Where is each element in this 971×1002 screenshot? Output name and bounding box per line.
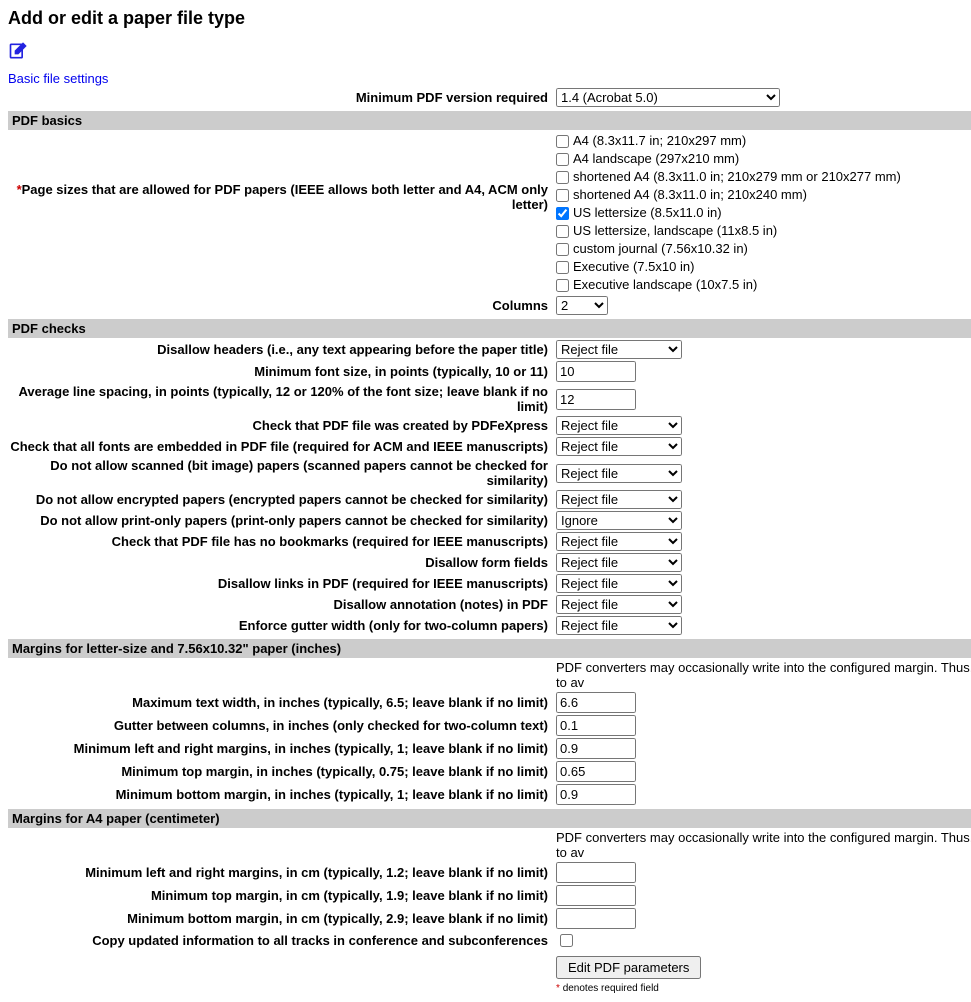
label-disallow-annot: Disallow annotation (notes) in PDF bbox=[8, 597, 556, 612]
basic-file-settings-link[interactable]: Basic file settings bbox=[8, 71, 108, 86]
label-min-lr-in: Minimum left and right margins, in inche… bbox=[8, 741, 556, 756]
page-size-checkbox[interactable] bbox=[556, 135, 569, 148]
disallow-links-select[interactable]: Reject file bbox=[556, 574, 682, 593]
page-size-label: A4 landscape (297x210 mm) bbox=[573, 150, 739, 168]
min-bot-in-input[interactable] bbox=[556, 784, 636, 805]
page-title: Add or edit a paper file type bbox=[8, 8, 971, 29]
gutter-cols-input[interactable] bbox=[556, 715, 636, 736]
pdf-margin-note-2: PDF converters may occasionally write in… bbox=[556, 830, 971, 860]
pdf-margin-note-1: PDF converters may occasionally write in… bbox=[556, 660, 971, 690]
disallow-headers-select[interactable]: Reject file bbox=[556, 340, 682, 359]
label-min-font: Minimum font size, in points (typically,… bbox=[8, 364, 556, 379]
label-disallow-headers: Disallow headers (i.e., any text appeari… bbox=[8, 342, 556, 357]
label-min-bot-in: Minimum bottom margin, in inches (typica… bbox=[8, 787, 556, 802]
section-margins-letter: Margins for letter-size and 7.56x10.32" … bbox=[8, 639, 971, 658]
label-min-bot-cm: Minimum bottom margin, in cm (typically,… bbox=[8, 911, 556, 926]
page-size-checkbox[interactable] bbox=[556, 171, 569, 184]
pdfexpress-select[interactable]: Reject file bbox=[556, 416, 682, 435]
label-columns: Columns bbox=[8, 298, 556, 313]
page-size-label: US lettersize, landscape (11x8.5 in) bbox=[573, 222, 777, 240]
label-gutter-width: Enforce gutter width (only for two-colum… bbox=[8, 618, 556, 633]
label-disallow-links: Disallow links in PDF (required for IEEE… bbox=[8, 576, 556, 591]
page-size-label: A4 (8.3x11.7 in; 210x297 mm) bbox=[573, 132, 746, 150]
min-top-in-input[interactable] bbox=[556, 761, 636, 782]
label-page-sizes: *Page sizes that are allowed for PDF pap… bbox=[8, 132, 556, 212]
page-size-label: shortened A4 (8.3x11.0 in; 210x279 mm or… bbox=[573, 168, 901, 186]
line-spacing-input[interactable] bbox=[556, 389, 636, 410]
label-disallow-forms: Disallow form fields bbox=[8, 555, 556, 570]
label-max-text-width: Maximum text width, in inches (typically… bbox=[8, 695, 556, 710]
min-font-input[interactable] bbox=[556, 361, 636, 382]
label-embedded-fonts: Check that all fonts are embedded in PDF… bbox=[8, 439, 556, 454]
disallow-forms-select[interactable]: Reject file bbox=[556, 553, 682, 572]
page-size-checkbox[interactable] bbox=[556, 261, 569, 274]
page-sizes-list: A4 (8.3x11.7 in; 210x297 mm)A4 landscape… bbox=[556, 132, 971, 294]
min-lr-in-input[interactable] bbox=[556, 738, 636, 759]
no-scanned-select[interactable]: Reject file bbox=[556, 464, 682, 483]
page-size-checkbox[interactable] bbox=[556, 279, 569, 292]
max-text-width-input[interactable] bbox=[556, 692, 636, 713]
copy-tracks-checkbox[interactable] bbox=[560, 934, 573, 947]
no-printonly-select[interactable]: Ignore bbox=[556, 511, 682, 530]
label-no-printonly: Do not allow print-only papers (print-on… bbox=[8, 513, 556, 528]
min-bot-cm-input[interactable] bbox=[556, 908, 636, 929]
columns-select[interactable]: 2 bbox=[556, 296, 608, 315]
label-copy-tracks: Copy updated information to all tracks i… bbox=[8, 933, 556, 948]
label-no-scanned: Do not allow scanned (bit image) papers … bbox=[8, 458, 556, 488]
page-size-label: Executive (7.5x10 in) bbox=[573, 258, 694, 276]
no-encrypted-select[interactable]: Reject file bbox=[556, 490, 682, 509]
label-line-spacing: Average line spacing, in points (typical… bbox=[8, 384, 556, 414]
page-size-checkbox[interactable] bbox=[556, 153, 569, 166]
min-lr-cm-input[interactable] bbox=[556, 862, 636, 883]
label-no-encrypted: Do not allow encrypted papers (encrypted… bbox=[8, 492, 556, 507]
gutter-width-select[interactable]: Reject file bbox=[556, 616, 682, 635]
label-no-bookmarks: Check that PDF file has no bookmarks (re… bbox=[8, 534, 556, 549]
page-size-label: Executive landscape (10x7.5 in) bbox=[573, 276, 757, 294]
embedded-fonts-select[interactable]: Reject file bbox=[556, 437, 682, 456]
page-size-label: US lettersize (8.5x11.0 in) bbox=[573, 204, 722, 222]
page-size-checkbox[interactable] bbox=[556, 243, 569, 256]
label-gutter-cols: Gutter between columns, in inches (only … bbox=[8, 718, 556, 733]
label-min-pdf-version: Minimum PDF version required bbox=[8, 90, 556, 105]
page-size-checkbox[interactable] bbox=[556, 189, 569, 202]
min-pdf-version-select[interactable]: 1.4 (Acrobat 5.0) bbox=[556, 88, 780, 107]
required-footnote: * denotes required field bbox=[556, 983, 971, 994]
edit-pdf-parameters-button[interactable]: Edit PDF parameters bbox=[556, 956, 701, 979]
page-size-label: shortened A4 (8.3x11.0 in; 210x240 mm) bbox=[573, 186, 807, 204]
page-size-checkbox[interactable] bbox=[556, 225, 569, 238]
disallow-annot-select[interactable]: Reject file bbox=[556, 595, 682, 614]
label-pdfexpress: Check that PDF file was created by PDFeX… bbox=[8, 418, 556, 433]
section-pdf-checks: PDF checks bbox=[8, 319, 971, 338]
edit-icon[interactable] bbox=[8, 41, 28, 61]
section-pdf-basics: PDF basics bbox=[8, 111, 971, 130]
label-min-lr-cm: Minimum left and right margins, in cm (t… bbox=[8, 865, 556, 880]
min-top-cm-input[interactable] bbox=[556, 885, 636, 906]
page-size-checkbox[interactable] bbox=[556, 207, 569, 220]
section-margins-a4: Margins for A4 paper (centimeter) bbox=[8, 809, 971, 828]
label-min-top-in: Minimum top margin, in inches (typically… bbox=[8, 764, 556, 779]
no-bookmarks-select[interactable]: Reject file bbox=[556, 532, 682, 551]
page-size-label: custom journal (7.56x10.32 in) bbox=[573, 240, 748, 258]
label-min-top-cm: Minimum top margin, in cm (typically, 1.… bbox=[8, 888, 556, 903]
